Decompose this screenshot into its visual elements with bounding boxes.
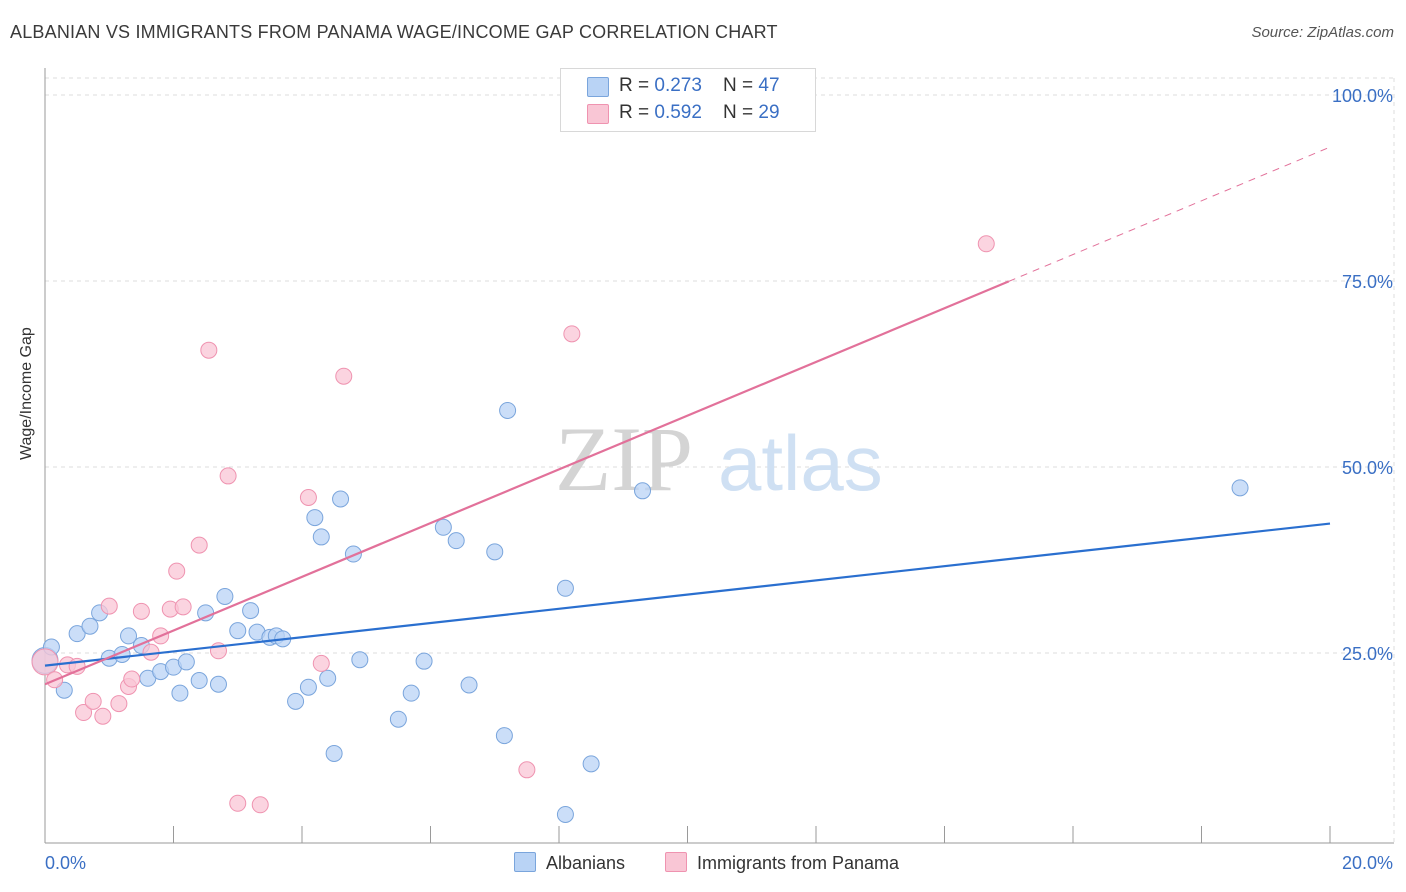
legend-swatch-pink	[587, 104, 609, 124]
pink-data-point	[229, 794, 247, 812]
legend-swatch-blue	[587, 77, 609, 97]
legend-n-label: N =	[723, 75, 759, 96]
blue-data-point	[389, 710, 407, 728]
legend-r-value: 0.592	[654, 102, 702, 123]
pink-data-point	[335, 367, 353, 385]
y-axis-label: Wage/Income Gap	[18, 327, 35, 460]
pink-data-point	[299, 489, 317, 507]
bottom-legend-label: Albanians	[546, 853, 626, 873]
pink-data-point	[251, 796, 269, 814]
x-tick-label-left: 0.0%	[45, 853, 86, 873]
bottom-legend-albanians: Albanians	[514, 852, 625, 874]
blue-data-point	[312, 528, 330, 546]
pink-data-point	[312, 654, 330, 672]
pink-trend-line	[44, 280, 1010, 686]
data-points	[31, 235, 1249, 823]
watermark-atlas: atlas	[718, 419, 883, 507]
pink-data-point	[563, 325, 581, 343]
pink-data-point	[518, 761, 536, 779]
blue-data-point	[306, 509, 324, 527]
blue-trend-line	[44, 522, 1331, 667]
blue-data-point	[325, 744, 343, 762]
pink-data-point	[123, 670, 141, 688]
blue-data-point	[171, 684, 189, 702]
blue-data-point	[495, 727, 513, 745]
blue-data-point	[486, 543, 504, 561]
axes	[44, 68, 1394, 844]
blue-data-point	[332, 490, 350, 508]
legend-r-value: 0.273	[654, 75, 702, 96]
tick-labels: 25.0% 50.0% 75.0% 100.0% 0.0% 20.0%	[45, 86, 1393, 873]
blue-data-point	[190, 672, 208, 690]
blue-data-point	[229, 622, 247, 640]
pink-data-point	[132, 602, 150, 620]
blue-data-point	[68, 625, 86, 643]
pink-trend-line-extension	[1008, 146, 1331, 282]
pink-data-point	[100, 597, 118, 615]
bottom-legend-swatch-pink	[665, 852, 687, 872]
blue-data-point	[177, 653, 195, 671]
blue-data-point	[120, 627, 138, 645]
watermark-zip: ZIP	[555, 408, 693, 510]
source-label: Source: ZipAtlas.com	[1251, 24, 1394, 41]
pink-data-point	[75, 704, 93, 722]
chart-title: ALBANIAN VS IMMIGRANTS FROM PANAMA WAGE/…	[10, 22, 778, 42]
bottom-legend-swatch-blue	[514, 852, 536, 872]
blue-data-point	[1231, 479, 1249, 497]
blue-data-point	[81, 617, 99, 635]
blue-data-point	[287, 692, 305, 710]
legend-r-label: R =	[619, 75, 655, 96]
blue-data-point	[556, 579, 574, 597]
pink-data-point	[31, 648, 59, 676]
legend-n-value: 47	[758, 75, 780, 96]
bottom-legend-label: Immigrants from Panama	[697, 853, 900, 873]
blue-data-point	[299, 678, 317, 696]
pink-data-point	[977, 235, 995, 253]
blue-data-point	[460, 676, 478, 694]
blue-data-point	[319, 669, 337, 687]
blue-data-point	[209, 675, 227, 693]
blue-data-point	[634, 482, 652, 500]
blue-data-point	[242, 602, 260, 620]
blue-data-point	[447, 532, 465, 550]
pink-data-point	[190, 536, 208, 554]
bottom-legend-panama: Immigrants from Panama	[665, 852, 899, 874]
blue-data-point	[216, 587, 234, 605]
y-tick-label: 50.0%	[1342, 458, 1393, 478]
watermark: ZIP atlas	[555, 408, 883, 510]
pink-data-point	[174, 598, 192, 616]
pink-data-point	[110, 695, 128, 713]
x-tick-label-right: 20.0%	[1342, 853, 1393, 873]
legend-n-value: 29	[758, 102, 780, 123]
y-tick-label: 100.0%	[1332, 86, 1393, 106]
pink-data-point	[94, 707, 112, 725]
y-tick-label: 75.0%	[1342, 272, 1393, 292]
pink-data-point	[219, 467, 237, 485]
correlation-legend: R = 0.273 N = 47 R = 0.592 N = 29	[560, 68, 816, 132]
trend-lines	[44, 146, 1331, 686]
pink-data-point	[84, 692, 102, 710]
blue-data-point	[415, 652, 433, 670]
blue-data-point	[434, 518, 452, 536]
blue-data-point	[499, 401, 517, 419]
legend-r-label: R =	[619, 102, 655, 123]
blue-data-point	[556, 805, 574, 823]
blue-data-point	[582, 755, 600, 773]
blue-data-point	[402, 684, 420, 702]
blue-data-point	[351, 651, 369, 669]
legend-n-label: N =	[723, 102, 759, 123]
pink-data-point	[200, 341, 218, 359]
pink-data-point	[168, 562, 186, 580]
blue-data-point	[55, 681, 73, 699]
y-tick-label: 25.0%	[1342, 644, 1393, 664]
